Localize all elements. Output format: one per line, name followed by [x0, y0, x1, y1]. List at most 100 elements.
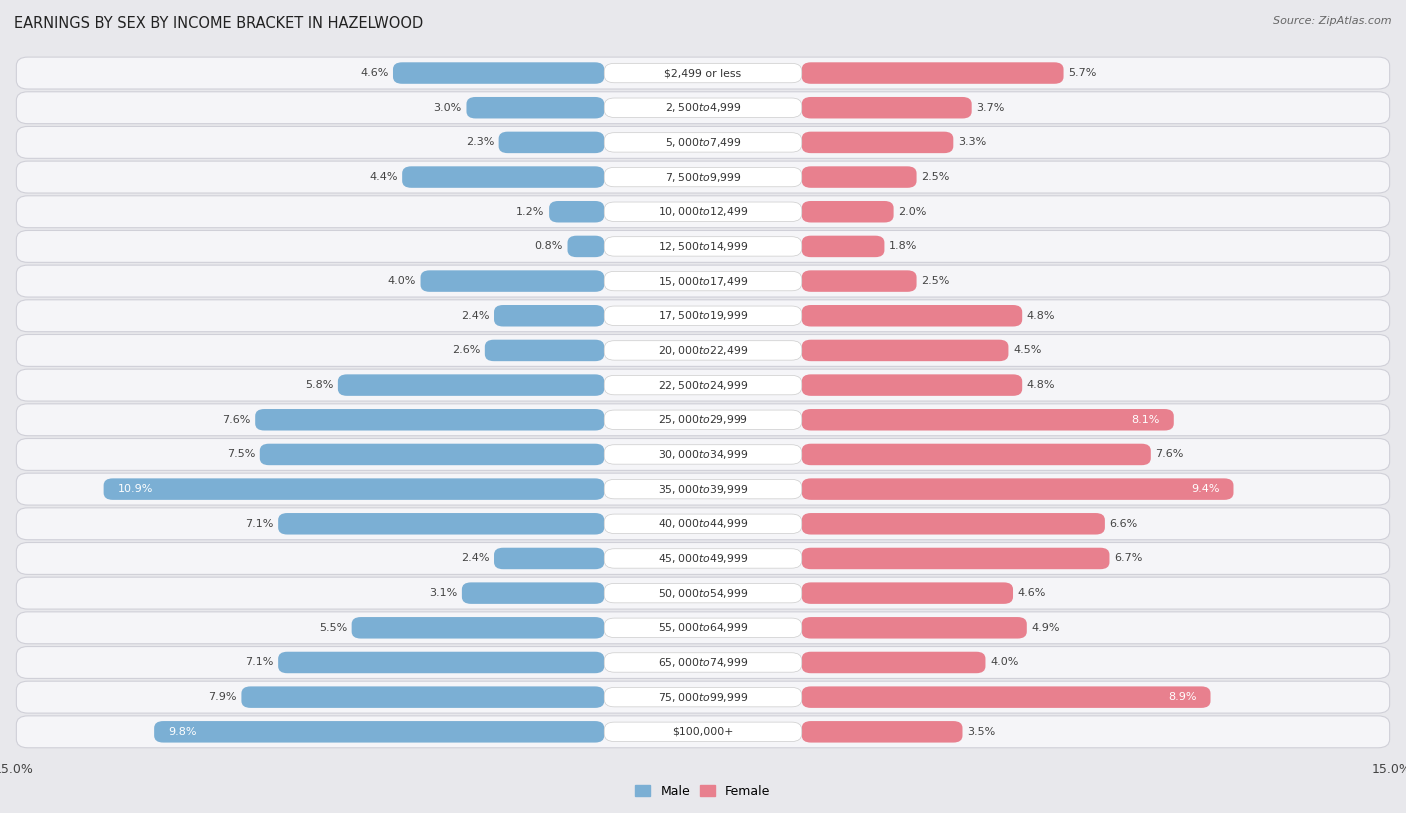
FancyBboxPatch shape [17, 230, 1389, 263]
Text: $22,500 to $24,999: $22,500 to $24,999 [658, 379, 748, 392]
FancyBboxPatch shape [104, 478, 605, 500]
FancyBboxPatch shape [260, 444, 605, 465]
FancyBboxPatch shape [337, 374, 605, 396]
FancyBboxPatch shape [801, 63, 1063, 84]
FancyBboxPatch shape [605, 63, 801, 83]
FancyBboxPatch shape [801, 478, 1233, 500]
FancyBboxPatch shape [801, 617, 1026, 638]
FancyBboxPatch shape [17, 473, 1389, 505]
Text: $65,000 to $74,999: $65,000 to $74,999 [658, 656, 748, 669]
FancyBboxPatch shape [801, 582, 1012, 604]
FancyBboxPatch shape [17, 438, 1389, 471]
Text: 5.8%: 5.8% [305, 380, 333, 390]
Text: 5.7%: 5.7% [1069, 68, 1097, 78]
Text: 4.6%: 4.6% [360, 68, 388, 78]
FancyBboxPatch shape [801, 513, 1105, 534]
Text: $12,500 to $14,999: $12,500 to $14,999 [658, 240, 748, 253]
FancyBboxPatch shape [17, 681, 1389, 713]
FancyBboxPatch shape [499, 132, 605, 153]
FancyBboxPatch shape [801, 236, 884, 257]
FancyBboxPatch shape [605, 376, 801, 395]
FancyBboxPatch shape [605, 341, 801, 360]
FancyBboxPatch shape [801, 340, 1008, 361]
Text: 7.6%: 7.6% [222, 415, 250, 424]
Text: 2.6%: 2.6% [451, 346, 481, 355]
FancyBboxPatch shape [17, 508, 1389, 540]
Text: 3.0%: 3.0% [433, 102, 461, 113]
Text: 4.4%: 4.4% [368, 172, 398, 182]
Text: $2,500 to $4,999: $2,500 to $4,999 [665, 102, 741, 114]
FancyBboxPatch shape [605, 202, 801, 221]
FancyBboxPatch shape [801, 167, 917, 188]
FancyBboxPatch shape [801, 548, 1109, 569]
FancyBboxPatch shape [17, 127, 1389, 159]
FancyBboxPatch shape [605, 480, 801, 499]
Text: $55,000 to $64,999: $55,000 to $64,999 [658, 621, 748, 634]
Text: 3.1%: 3.1% [429, 588, 457, 598]
Text: 4.0%: 4.0% [990, 658, 1018, 667]
Text: 4.6%: 4.6% [1018, 588, 1046, 598]
FancyBboxPatch shape [568, 236, 605, 257]
Text: $30,000 to $34,999: $30,000 to $34,999 [658, 448, 748, 461]
FancyBboxPatch shape [801, 271, 917, 292]
FancyBboxPatch shape [352, 617, 605, 638]
Text: 2.0%: 2.0% [898, 207, 927, 217]
FancyBboxPatch shape [550, 201, 605, 223]
FancyBboxPatch shape [420, 271, 605, 292]
Text: 3.5%: 3.5% [967, 727, 995, 737]
Text: $40,000 to $44,999: $40,000 to $44,999 [658, 517, 748, 530]
Text: 4.0%: 4.0% [388, 276, 416, 286]
Text: 3.7%: 3.7% [976, 102, 1005, 113]
FancyBboxPatch shape [605, 306, 801, 325]
FancyBboxPatch shape [801, 444, 1152, 465]
Text: $35,000 to $39,999: $35,000 to $39,999 [658, 483, 748, 496]
FancyBboxPatch shape [402, 167, 605, 188]
Text: 0.8%: 0.8% [534, 241, 562, 251]
FancyBboxPatch shape [17, 265, 1389, 297]
Text: 2.3%: 2.3% [465, 137, 494, 147]
Text: 5.5%: 5.5% [319, 623, 347, 633]
Text: 1.8%: 1.8% [889, 241, 917, 251]
FancyBboxPatch shape [605, 653, 801, 672]
FancyBboxPatch shape [605, 514, 801, 533]
FancyBboxPatch shape [605, 688, 801, 706]
FancyBboxPatch shape [17, 196, 1389, 228]
Text: 10.9%: 10.9% [117, 484, 153, 494]
FancyBboxPatch shape [605, 584, 801, 603]
FancyBboxPatch shape [605, 549, 801, 568]
Text: 3.3%: 3.3% [957, 137, 986, 147]
FancyBboxPatch shape [494, 548, 605, 569]
FancyBboxPatch shape [467, 97, 605, 119]
FancyBboxPatch shape [17, 369, 1389, 401]
FancyBboxPatch shape [17, 577, 1389, 609]
FancyBboxPatch shape [801, 652, 986, 673]
FancyBboxPatch shape [17, 92, 1389, 124]
FancyBboxPatch shape [155, 721, 605, 742]
FancyBboxPatch shape [17, 716, 1389, 748]
FancyBboxPatch shape [17, 612, 1389, 644]
FancyBboxPatch shape [17, 646, 1389, 678]
Text: 7.6%: 7.6% [1156, 450, 1184, 459]
FancyBboxPatch shape [801, 374, 1022, 396]
Text: 2.4%: 2.4% [461, 311, 489, 321]
FancyBboxPatch shape [605, 237, 801, 256]
FancyBboxPatch shape [605, 722, 801, 741]
Text: 9.4%: 9.4% [1191, 484, 1219, 494]
FancyBboxPatch shape [278, 652, 605, 673]
FancyBboxPatch shape [485, 340, 605, 361]
Text: $5,000 to $7,499: $5,000 to $7,499 [665, 136, 741, 149]
Text: 6.6%: 6.6% [1109, 519, 1137, 528]
FancyBboxPatch shape [17, 300, 1389, 332]
FancyBboxPatch shape [801, 686, 1211, 708]
Text: EARNINGS BY SEX BY INCOME BRACKET IN HAZELWOOD: EARNINGS BY SEX BY INCOME BRACKET IN HAZ… [14, 16, 423, 31]
Text: 2.5%: 2.5% [921, 276, 949, 286]
Legend: Male, Female: Male, Female [630, 780, 776, 803]
FancyBboxPatch shape [605, 98, 801, 117]
Text: Source: ZipAtlas.com: Source: ZipAtlas.com [1274, 16, 1392, 26]
Text: $2,499 or less: $2,499 or less [665, 68, 741, 78]
Text: 4.5%: 4.5% [1012, 346, 1042, 355]
Text: $50,000 to $54,999: $50,000 to $54,999 [658, 587, 748, 600]
FancyBboxPatch shape [256, 409, 605, 431]
FancyBboxPatch shape [801, 201, 894, 223]
Text: $15,000 to $17,499: $15,000 to $17,499 [658, 275, 748, 288]
